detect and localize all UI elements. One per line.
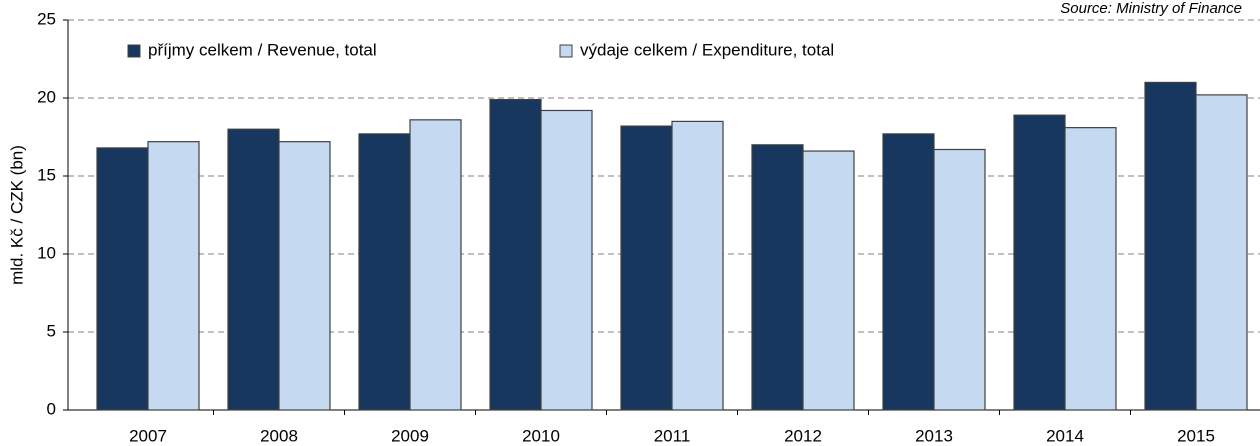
legend-label: výdaje celkem / Expenditure, total bbox=[580, 40, 834, 59]
bar bbox=[1064, 127, 1117, 411]
bar bbox=[147, 141, 200, 411]
legend-swatch bbox=[127, 44, 141, 58]
bar bbox=[227, 128, 280, 411]
y-tick-label: 15 bbox=[37, 165, 56, 184]
bar bbox=[278, 141, 331, 411]
x-tick-label: 2008 bbox=[260, 426, 298, 445]
x-tick-label: 2015 bbox=[1177, 426, 1215, 445]
legend-label: příjmy celkem / Revenue, total bbox=[148, 40, 377, 59]
bar bbox=[620, 125, 673, 411]
bar bbox=[802, 150, 855, 411]
bar bbox=[489, 98, 542, 411]
bar bbox=[1013, 114, 1066, 411]
bar bbox=[933, 148, 986, 411]
y-axis-label: mld. Kč / CZK (bn) bbox=[7, 145, 26, 285]
x-tick-label: 2013 bbox=[915, 426, 953, 445]
bar bbox=[751, 144, 804, 411]
legend-swatch bbox=[559, 44, 573, 58]
bar bbox=[540, 109, 593, 411]
bar bbox=[1144, 81, 1197, 411]
source-note: Source: Ministry of Finance bbox=[1060, 0, 1242, 17]
x-tick-label: 2012 bbox=[784, 426, 822, 445]
y-tick-label: 25 bbox=[37, 9, 56, 28]
bar bbox=[882, 133, 935, 411]
y-tick-label: 0 bbox=[47, 399, 56, 418]
x-tick-label: 2009 bbox=[391, 426, 429, 445]
x-tick-label: 2014 bbox=[1046, 426, 1084, 445]
bar bbox=[409, 119, 462, 411]
bar bbox=[1195, 94, 1248, 411]
bar bbox=[96, 147, 149, 411]
bar bbox=[671, 120, 724, 411]
y-tick-label: 10 bbox=[37, 243, 56, 262]
x-tick-label: 2007 bbox=[129, 426, 167, 445]
y-tick-label: 5 bbox=[47, 321, 56, 340]
y-tick-label: 20 bbox=[37, 87, 56, 106]
x-tick-label: 2011 bbox=[654, 426, 691, 445]
bar bbox=[358, 133, 411, 411]
x-tick-label: 2010 bbox=[522, 426, 560, 445]
